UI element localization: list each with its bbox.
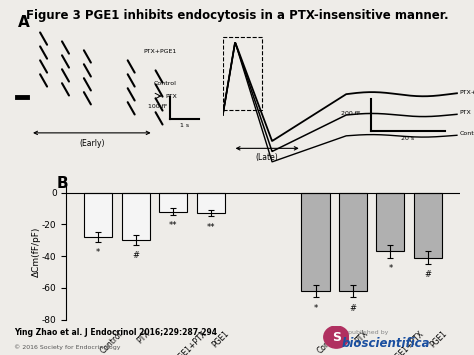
- Bar: [223, 37, 262, 110]
- Bar: [414, 192, 442, 258]
- Text: *: *: [388, 264, 392, 273]
- Text: S: S: [332, 331, 341, 344]
- Text: A: A: [18, 15, 30, 30]
- Text: #: #: [132, 251, 139, 260]
- Text: Figure 3 PGE1 inhibits endocytosis in a PTX-insensitive manner.: Figure 3 PGE1 inhibits endocytosis in a …: [26, 9, 448, 22]
- Text: *: *: [313, 304, 318, 313]
- Text: 100 fF: 100 fF: [148, 104, 167, 109]
- Text: bioscientifica: bioscientifica: [341, 337, 430, 350]
- Bar: [301, 192, 329, 291]
- Text: published by: published by: [348, 331, 389, 335]
- Text: #: #: [349, 304, 356, 313]
- Y-axis label: ΔCm(fF/pF): ΔCm(fF/pF): [31, 227, 40, 277]
- Text: (Early): (Early): [79, 139, 105, 148]
- Bar: [339, 192, 367, 291]
- Text: © 2016 Society for Endocrinology: © 2016 Society for Endocrinology: [14, 344, 121, 350]
- Text: PTX: PTX: [459, 110, 471, 115]
- Bar: [197, 192, 225, 213]
- Text: Ying Zhao et al. J Endocrinol 2016;229:287-294: Ying Zhao et al. J Endocrinol 2016;229:2…: [14, 328, 217, 337]
- Text: PTX+PGE1: PTX+PGE1: [144, 49, 177, 54]
- Text: Control: Control: [154, 81, 176, 86]
- Text: *: *: [96, 248, 100, 257]
- Text: 200 fF: 200 fF: [341, 111, 361, 116]
- Text: **: **: [206, 223, 215, 232]
- Text: Control: Control: [459, 131, 474, 136]
- Circle shape: [324, 326, 349, 348]
- Text: 1 s: 1 s: [180, 123, 189, 128]
- Text: (Late): (Late): [256, 153, 279, 162]
- Text: #: #: [424, 270, 431, 279]
- Text: PTX: PTX: [165, 94, 177, 99]
- Text: **: **: [169, 221, 177, 230]
- Text: 20 s: 20 s: [401, 136, 414, 141]
- Bar: [84, 192, 112, 237]
- Text: PTX+PGE1: PTX+PGE1: [459, 89, 474, 95]
- Bar: [122, 192, 150, 240]
- Text: B: B: [57, 176, 69, 191]
- Bar: [376, 192, 404, 251]
- Bar: [159, 192, 187, 212]
